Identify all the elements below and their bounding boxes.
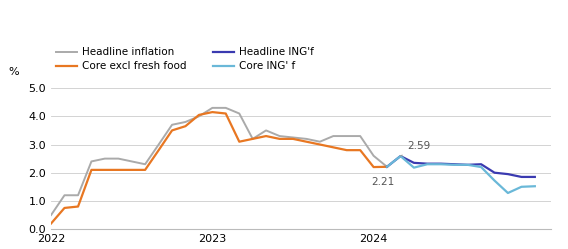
Text: %: % [9,67,19,77]
Text: 2.59: 2.59 [400,141,430,156]
Legend: Headline inflation, Core excl fresh food, Headline ING'f, Core ING' f: Headline inflation, Core excl fresh food… [56,47,314,71]
Text: 2.21: 2.21 [371,177,394,187]
